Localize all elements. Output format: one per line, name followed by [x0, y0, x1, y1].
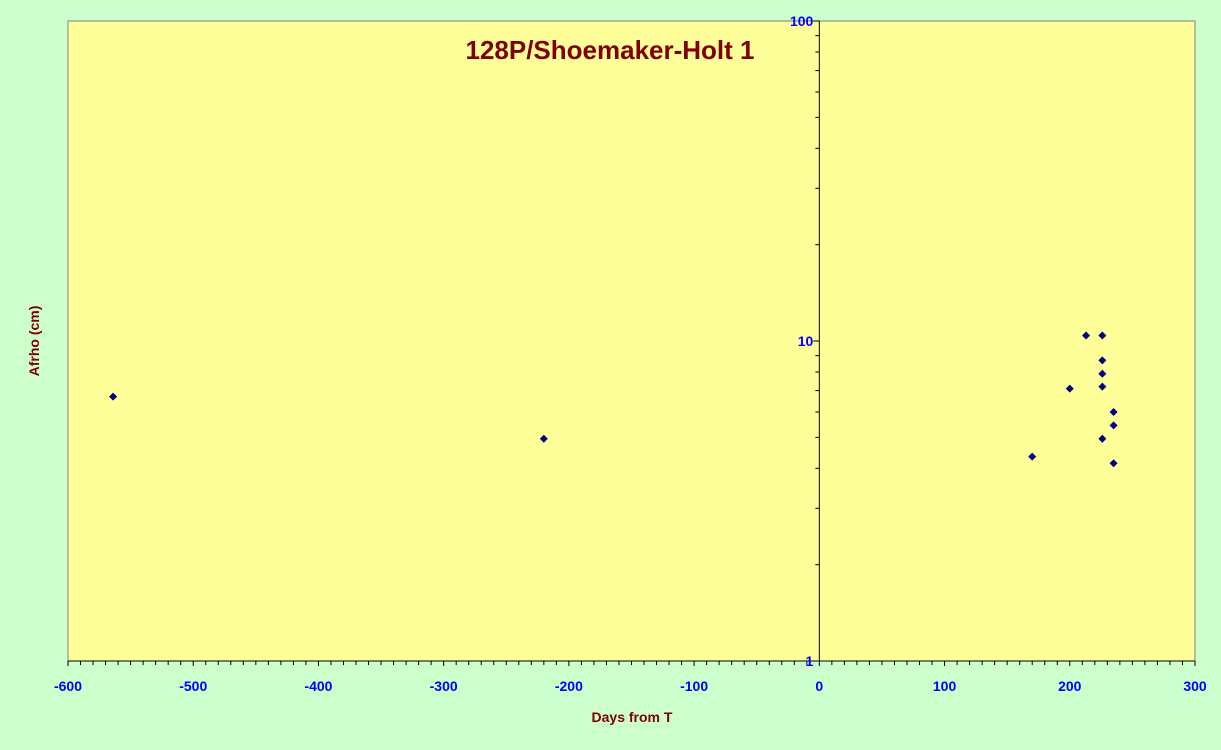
x-tick-label: -200 [555, 678, 583, 694]
x-tick-label: -600 [54, 678, 82, 694]
data-point [1098, 434, 1107, 443]
x-tick-label: -100 [680, 678, 708, 694]
x-tick-label: 200 [1058, 678, 1082, 694]
data-point [1109, 459, 1118, 468]
x-tick-label: -400 [304, 678, 332, 694]
data-point [109, 392, 118, 401]
y-tick-label: 100 [790, 13, 814, 29]
x-axis-title: Days from T [592, 709, 673, 725]
axes: -600 -500 -400 -300 -200 -100 0 100 200 300 1 10 100 [54, 13, 1207, 694]
x-tick-label: 100 [933, 678, 957, 694]
x-tick-label: -300 [430, 678, 458, 694]
data-point [1098, 356, 1107, 365]
data-point [1098, 369, 1107, 378]
y-tick-label: 10 [798, 333, 814, 349]
plot-area [67, 20, 1196, 662]
x-tick-label: 300 [1183, 678, 1207, 694]
data-point [1028, 452, 1037, 461]
chart-title: 128P/Shoemaker-Holt 1 [465, 35, 754, 65]
data-points [109, 331, 1118, 468]
x-tick-label: -500 [179, 678, 207, 694]
y-axis-title: Afrho (cm) [26, 306, 42, 377]
data-point [1109, 421, 1118, 430]
data-point [1098, 331, 1107, 340]
data-point [1065, 384, 1074, 393]
data-point [539, 434, 548, 443]
data-point [1098, 382, 1107, 391]
data-point [1082, 331, 1091, 340]
y-tick-label: 1 [806, 653, 814, 669]
x-tick-label: 0 [815, 678, 823, 694]
data-point [1109, 407, 1118, 416]
